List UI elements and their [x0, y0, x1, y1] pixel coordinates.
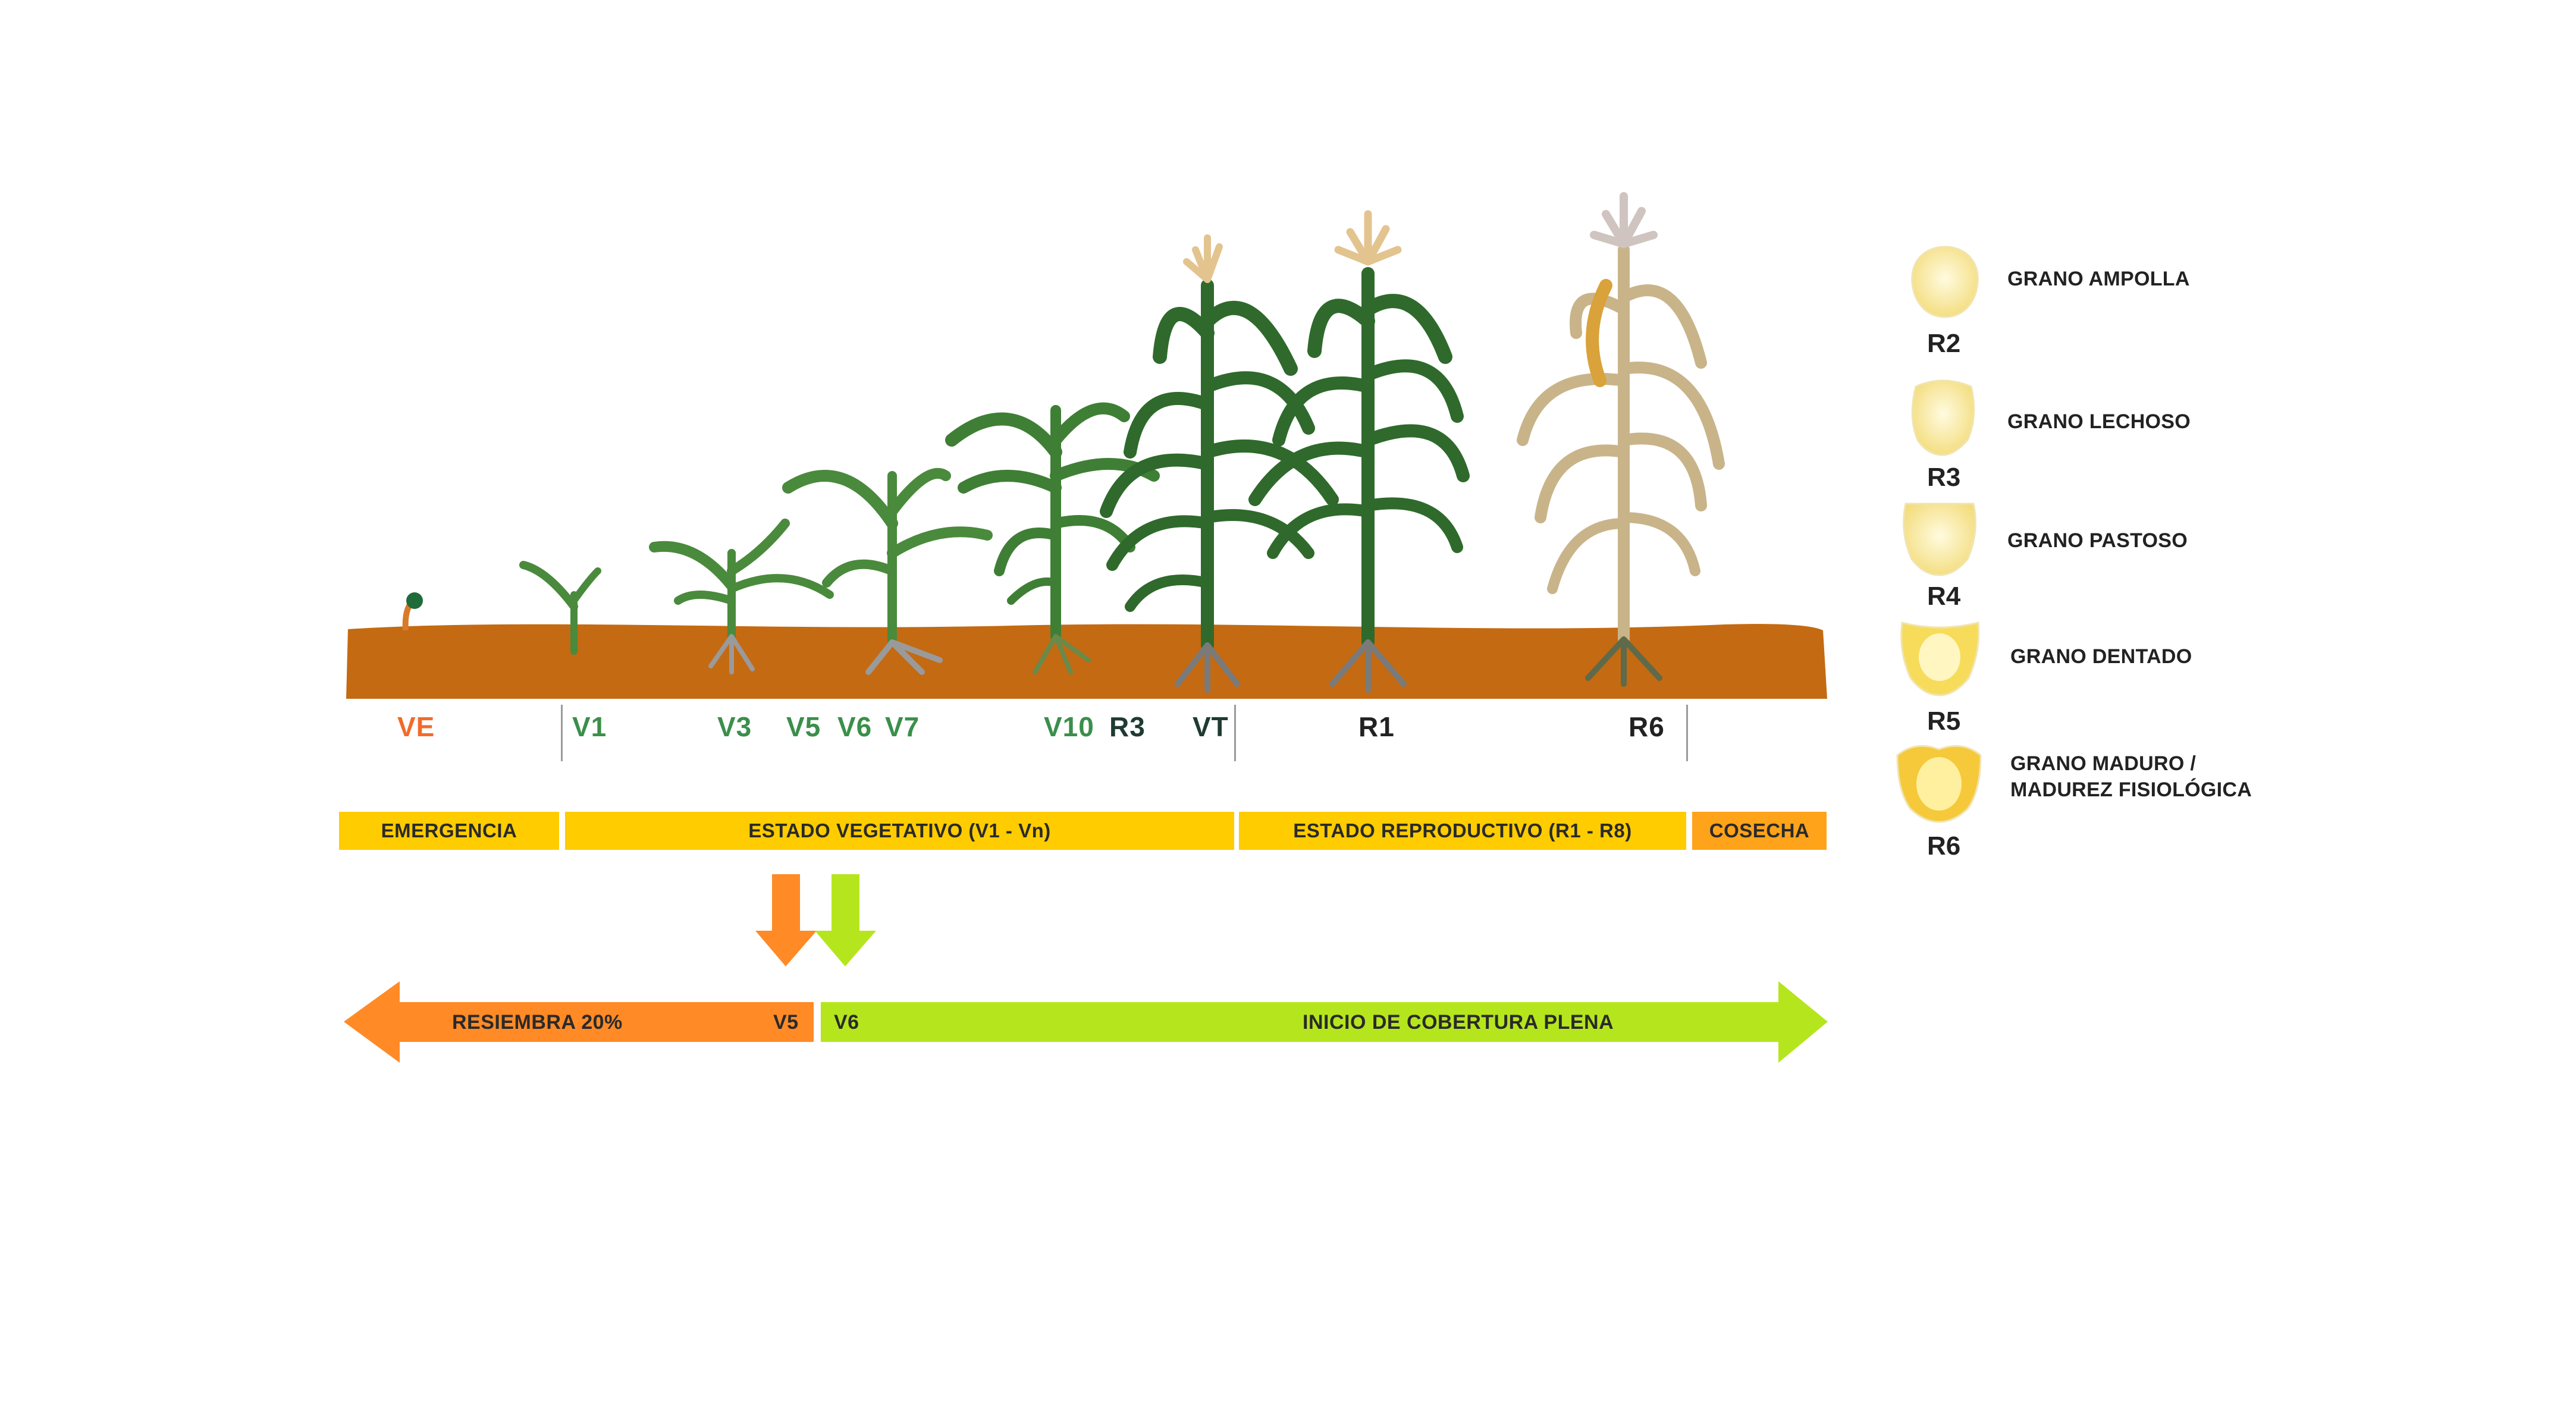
plant-r1 — [1248, 210, 1470, 693]
plant-vt — [1100, 234, 1339, 693]
kernel-r4-icon — [1903, 503, 1976, 576]
stage-label-r6: R6 — [1629, 711, 1665, 742]
growth-illustration — [346, 192, 1827, 699]
kernel-r5-icon — [1900, 621, 1980, 696]
stage-label-v7: V7 — [885, 711, 920, 742]
kernel-r2-icon — [1911, 246, 1979, 318]
phase-reproductivo: ESTADO REPRODUCTIVO (R1 - R8) — [1239, 812, 1686, 850]
stage-label-vt: VT — [1193, 711, 1229, 742]
legend-code-r5: R5 — [1927, 707, 1961, 736]
stage-label-r1: R1 — [1358, 711, 1395, 742]
stage-label-v5: V5 — [786, 711, 821, 742]
cobertura-label: INICIO DE COBERTURA PLENA — [1303, 1011, 1614, 1034]
resiembra-label: RESIEMBRA 20% — [452, 1011, 623, 1034]
plant-ve — [402, 592, 423, 631]
phase-cosecha: COSECHA — [1692, 812, 1827, 850]
legend-label-r6: GRANO MADURO / MADUREZ FISIOLÓGICA — [2010, 751, 2252, 803]
legend-label-r5: GRANO DENTADO — [2010, 645, 2192, 668]
legend-code-r2: R2 — [1927, 329, 1961, 358]
phase-vegetativo: ESTADO VEGETATIVO (V1 - Vn) — [565, 812, 1234, 850]
divider-r6 — [1686, 705, 1688, 761]
plant-r6 — [1517, 192, 1725, 687]
kernel-r6-icon — [1896, 745, 1982, 823]
resiembra-end-stage: V5 — [773, 1011, 799, 1034]
stage-label-r3: R3 — [1109, 711, 1146, 742]
plant-v3 — [649, 519, 834, 674]
stage-label-ve: VE — [397, 711, 435, 742]
legend-code-r4: R4 — [1927, 582, 1961, 611]
kernel-r3-icon — [1911, 379, 1975, 456]
stage-label-v10: V10 — [1044, 711, 1094, 742]
phase-emergencia: EMERGENCIA — [339, 812, 559, 850]
cobertura-start-stage: V6 — [834, 1011, 859, 1034]
plant-v6 — [782, 468, 993, 675]
divider-v1 — [561, 705, 563, 761]
legend-label-r6-line2: MADUREZ FISIOLÓGICA — [2010, 778, 2252, 801]
legend-label-r3: GRANO LECHOSO — [2007, 410, 2191, 433]
legend-code-r3: R3 — [1927, 463, 1961, 492]
stage-label-v6: V6 — [837, 711, 873, 742]
legend-label-r6-line1: GRANO MADURO / — [2010, 752, 2197, 775]
stage-label-v1: V1 — [572, 711, 607, 742]
legend-label-r2: GRANO AMPOLLA — [2007, 268, 2190, 290]
stage-label-v3: V3 — [717, 711, 752, 742]
legend-code-r6: R6 — [1927, 831, 1961, 861]
plant-v1 — [519, 561, 601, 655]
divider-vt — [1234, 705, 1236, 761]
down-arrow-green — [815, 874, 876, 966]
down-arrow-orange — [755, 874, 817, 966]
plant-v10 — [945, 402, 1160, 674]
legend-label-r4: GRANO PASTOSO — [2007, 529, 2188, 552]
